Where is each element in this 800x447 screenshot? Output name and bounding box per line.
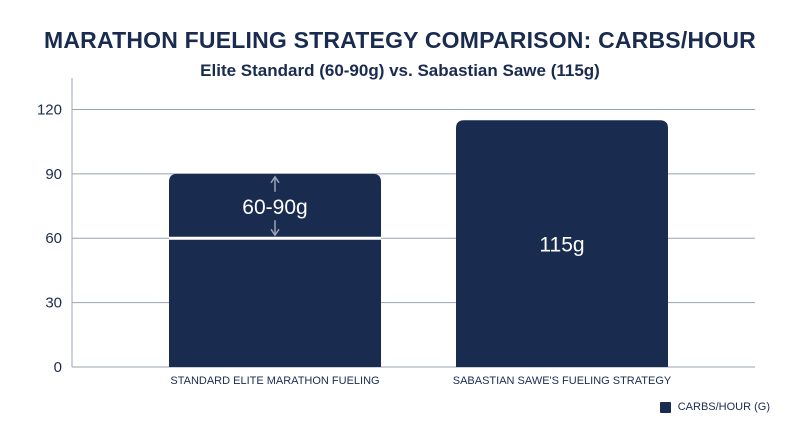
x-category-label: STANDARD ELITE MARATHON FUELING xyxy=(170,375,379,387)
y-tick-label: 60 xyxy=(45,230,62,247)
legend: CARBS/HOUR (G) xyxy=(659,401,770,413)
bar-data-label: 60-90g xyxy=(242,196,307,219)
y-tick-label: 30 xyxy=(45,295,62,312)
chart-subtitle: Elite Standard (60-90g) vs. Sabastian Sa… xyxy=(200,61,600,80)
chart-title: MARATHON FUELING STRATEGY COMPARISON: CA… xyxy=(44,27,756,53)
y-tick-label: 0 xyxy=(54,359,62,376)
range-arrowhead-down xyxy=(270,228,280,237)
y-tick-label: 120 xyxy=(37,101,62,118)
legend-swatch xyxy=(659,401,671,413)
bar xyxy=(456,120,668,367)
legend-label: CARBS/HOUR (G) xyxy=(677,401,770,413)
bar-data-label: 115g xyxy=(539,234,584,257)
range-arrowhead-up xyxy=(270,175,280,184)
x-category-label: SABASTIAN SAWE'S FUELING STRATEGY xyxy=(453,375,672,387)
bar xyxy=(169,173,381,367)
y-tick-label: 90 xyxy=(45,166,62,183)
